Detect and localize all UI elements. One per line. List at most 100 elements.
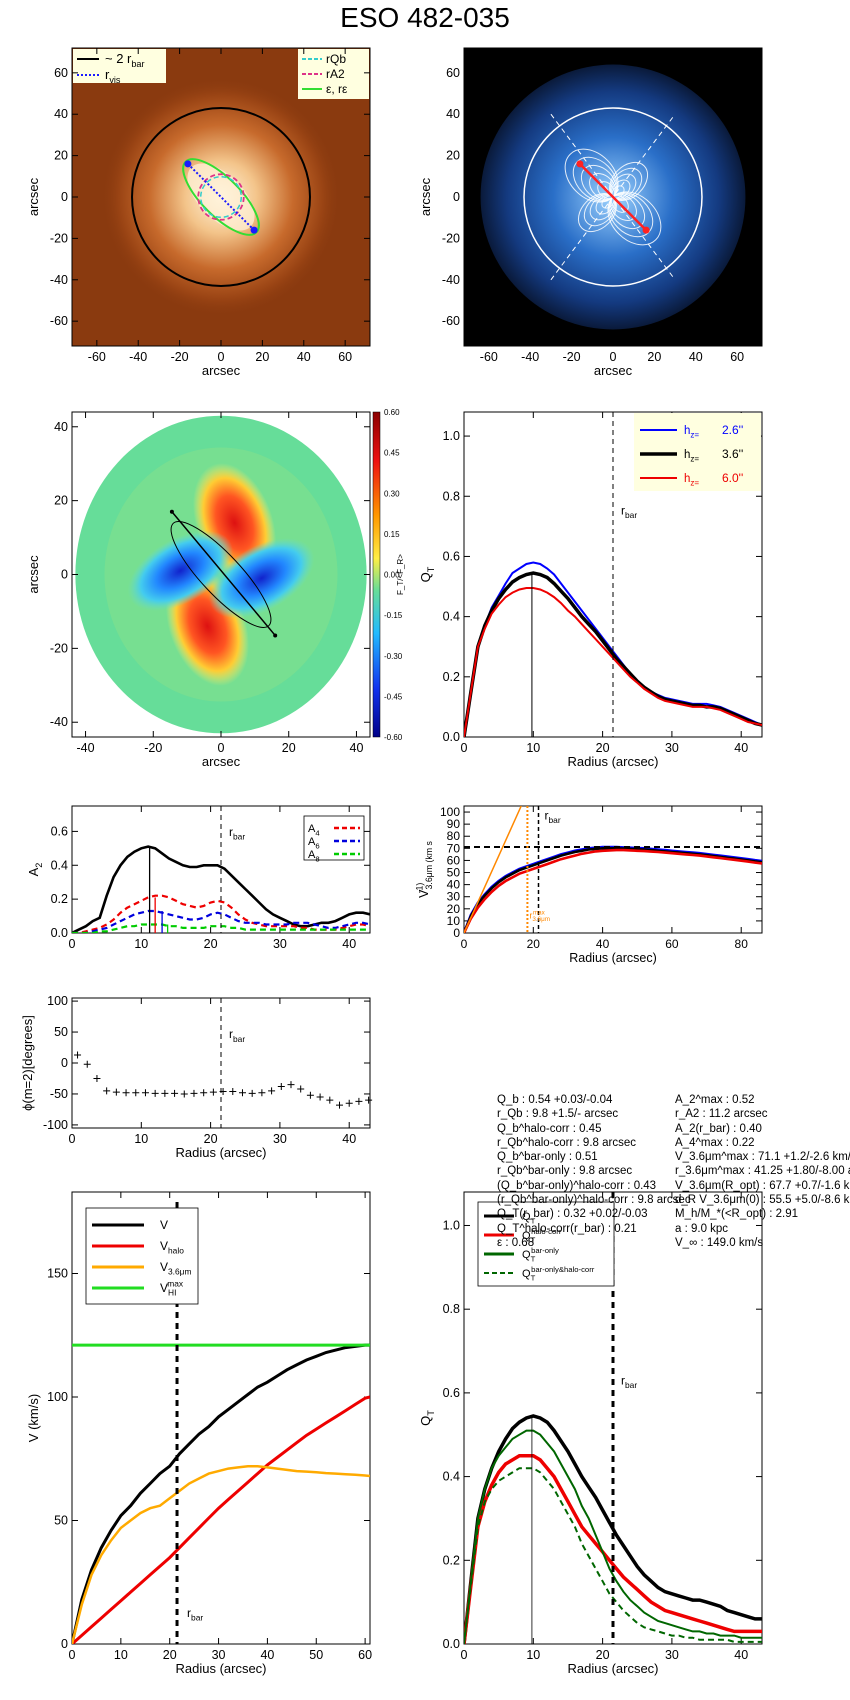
y-tick-label: 80 [447,829,461,843]
rbar-label: rbar [621,1374,637,1391]
stat-row: (Q_b^bar-only)^halo-corr : 0.43 [497,1179,657,1192]
p6-series [464,806,762,933]
phase-point [297,1085,305,1093]
x-tick-label: 0 [461,1648,468,1662]
bar-endpoint [169,509,174,514]
x-tick-label: -60 [88,350,106,364]
y-tick-label: 60 [447,853,461,867]
y-axis-label: ϕ(m=2)[degrees] [20,1015,35,1111]
series-line [72,894,370,933]
x-tick-label: -20 [171,350,189,364]
bar-endpoint [250,226,258,234]
phase-point [268,1087,276,1095]
panel-force-contour-image [464,48,762,346]
phase-point [365,1096,373,1104]
y-tick-label: 0 [61,190,68,204]
plot-frame [71,1191,371,1645]
phase-point [122,1089,130,1097]
x-tick-label: 20 [596,1648,610,1662]
p1-axes: -60 -40 -20 0 20 40 60 -60 -40 -20 0 20 40 60 arcsec ar… [26,47,371,378]
legend-label: rQb [326,52,346,66]
y-tick-label: 0 [61,1637,68,1651]
legend-box [303,815,365,861]
x-tick-label: 30 [273,1132,287,1146]
x-tick-label: 0 [218,350,225,364]
x-tick-label: 40 [297,350,311,364]
y-tick-label: 10 [447,914,461,928]
stat-row: V_3.6μm^max : 71.1 +1.2/-2.6 km/s [675,1151,850,1164]
legend-label: hz= [684,425,699,439]
x-tick-label: 10 [134,1132,148,1146]
y-axis-label: arcsec [26,555,41,594]
series-line [464,1414,762,1644]
x-tick-label: 10 [526,741,540,755]
x-axis-label: Radius (arcsec) [175,1145,266,1160]
rbar-label: rbar [545,808,561,825]
y-tick-label: 40 [446,107,460,121]
series-line [464,845,762,933]
colorbar-tick-label: -0.45 [384,692,403,701]
stat-row: d_R V_3.6μm(0) : 55.5 +5.0/-8.6 km/s/kpc [675,1194,850,1207]
colorbar-tick-label: 0.30 [384,489,400,498]
legend-value: 2.6'' [722,423,743,437]
stat-row: Q_T^halo-corr(r_bar) : 0.21 [497,1222,637,1235]
rmax-label: r3.6μmmax [529,909,550,923]
colorbar-tick-label: 0.15 [384,530,400,539]
y-tick-label: 50 [54,1025,68,1039]
legend-label: rA2 [326,67,345,81]
y-tick-label: 0.0 [51,926,68,940]
y-tick-label: 0.4 [51,858,68,872]
legend-label: ε, rε [326,82,348,96]
y-tick-label: -50 [50,1087,68,1101]
legend-label: rvis [105,67,121,85]
phase-point [171,1089,179,1097]
y-tick-label: 100 [440,805,460,819]
x-tick-label: 60 [358,1648,372,1662]
y-axis-label: arcsec [26,177,41,216]
y-tick-label: 50 [447,866,461,880]
y-tick-label: 20 [54,149,68,163]
phase-point [238,1089,246,1097]
x-tick-label: -20 [144,741,162,755]
y-tick-label: 20 [446,149,460,163]
phase-point [180,1090,188,1098]
phase-point [141,1089,149,1097]
legend-label: Vhalo [160,1239,184,1256]
x-tick-label: 60 [338,350,352,364]
y-tick-label: 40 [54,107,68,121]
y-tick-label: 0 [61,568,68,582]
panel-torque-map [72,412,370,737]
phase-point [151,1089,159,1097]
figure-title: ESO 482-035 [340,2,510,33]
colorbar [372,411,381,738]
stat-row: A_2(r_bar) : 0.40 [675,1122,762,1135]
legend-value: 3.6'' [722,447,743,461]
x-tick-label: 0 [69,937,76,951]
p2-axes: -60 -40 -20 0 20 40 60 -60 -40 -20 0 20 40 60 arcsec ar… [418,47,763,378]
phase-point [229,1087,237,1095]
x-axis-label: arcsec [202,363,241,378]
plot-frame [463,805,763,934]
p8-axes: 0 10 20 30 40 50 60 0 50 100 150 Radius (arcsec) V (… [26,1191,372,1676]
legend-label: QT [522,1211,536,1225]
x-tick-label: 40 [596,937,610,951]
phase-point [200,1089,208,1097]
bar-endpoint [273,633,278,638]
phase-point [190,1089,198,1097]
x-axis-label: Radius (arcsec) [567,754,658,769]
y-tick-label: 30 [447,890,461,904]
stat-row: Q_b^halo-corr : 0.45 [497,1122,602,1135]
colorbar-tick-label: -0.60 [384,733,403,742]
y-tick-label: 0.6 [443,549,460,563]
legend-value: 6.0'' [722,471,743,485]
x-tick-label: 20 [596,741,610,755]
rbar-label: rbar [229,1027,245,1044]
y-tick-label: 40 [54,420,68,434]
p9-series [464,1192,762,1644]
rqb-circle [199,175,243,219]
y-tick-label: 0.4 [443,610,460,624]
colorbar-tick-label: 0.45 [384,449,400,458]
two-rbar-circle [131,107,311,287]
y-tick-label: -60 [442,314,460,328]
